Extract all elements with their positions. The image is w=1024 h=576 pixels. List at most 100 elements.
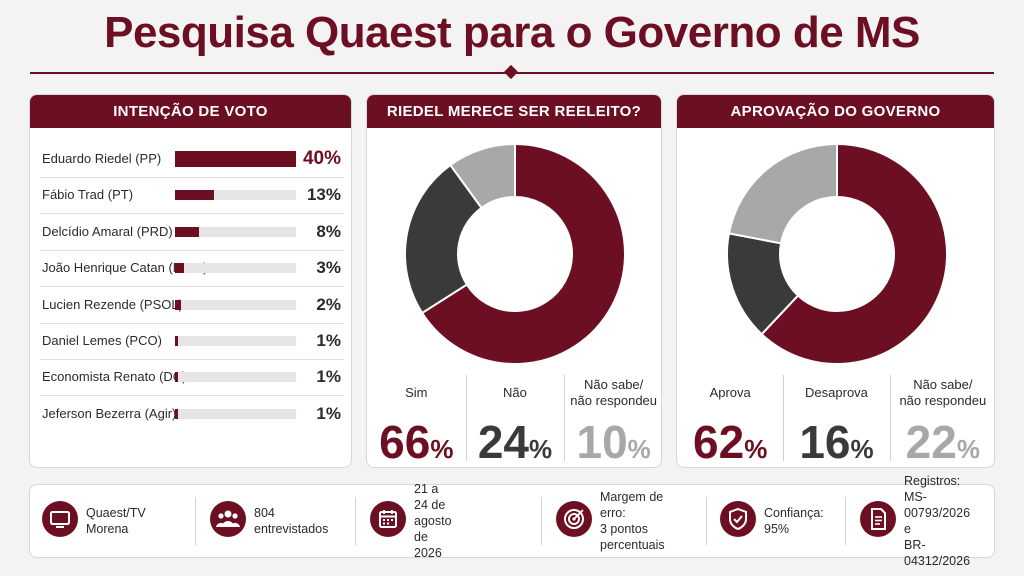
- stat-number: 24: [477, 416, 529, 468]
- stat-divider: [889, 375, 891, 461]
- stat-label: Não sabe/não respondeu: [899, 377, 987, 408]
- bar-fill: [175, 299, 182, 310]
- stat-value: 10%: [564, 416, 661, 468]
- donut-slice-primary: [420, 142, 626, 365]
- approval-stats: Aprova 62% Desaprova 16% Não sabe/não respon…: [677, 375, 994, 465]
- stat-label: Não: [503, 385, 527, 400]
- candidate-row: João Henrique Catan (Novo) 3%: [40, 250, 344, 288]
- candidate-name: Lucien Rezende (PSOL): [42, 296, 183, 312]
- stat-number: 10: [576, 416, 628, 468]
- footer-item-text: Quaest/TV Morena: [86, 506, 146, 536]
- approval-donut-chart: [726, 142, 948, 365]
- stat-number: 66: [379, 416, 431, 468]
- candidate-row: Jeferson Bezerra (Agir) 1%: [40, 396, 344, 432]
- stat-number: 22: [905, 416, 957, 468]
- candidate-name: Daniel Lemes (PCO): [42, 333, 162, 348]
- bar-track: [175, 372, 296, 383]
- candidate-percent: 13%: [306, 185, 341, 205]
- tv-icon: [42, 501, 78, 537]
- footer-item-text: Registros: MS-00793/2026 e BR-04312/2026: [904, 474, 971, 568]
- candidate-row: Economista Renato (DC) 1%: [40, 359, 344, 397]
- footer-divider: [845, 497, 846, 545]
- footer-item-text: 21 a 24 de agosto de 2026: [414, 482, 452, 560]
- stat-unit: %: [850, 434, 874, 464]
- bar-fill: [175, 151, 296, 167]
- approval-card: APROVAÇÃO DO GOVERNO Aprova 62% Desaprova 1…: [676, 94, 995, 468]
- reelection-donut-chart: [404, 142, 626, 365]
- stat-label: Aprova: [709, 385, 751, 400]
- page-title: Pesquisa Quaest para o Governo de MS: [104, 8, 920, 57]
- calendar-icon: [370, 501, 406, 537]
- bar-track: [175, 226, 296, 237]
- candidate-row: Lucien Rezende (PSOL) 2%: [40, 287, 344, 324]
- stat-value: 66%: [367, 416, 466, 468]
- stat-unit: %: [529, 434, 553, 464]
- candidate-percent: 2%: [316, 294, 341, 314]
- stat-item: Não sabe/não respondeu 22%: [890, 375, 994, 468]
- bar-fill: [175, 336, 179, 346]
- reelection-card: RIEDEL MERECE SER REELEITO? Sim 66% Não 24%…: [366, 94, 662, 468]
- stat-label: Não sabe/não respondeu: [570, 377, 658, 408]
- stat-item: Aprova 62%: [677, 375, 783, 465]
- candidate-name: Eduardo Riedel (PP): [42, 151, 162, 166]
- footer-item-text: Confiança: 95%: [764, 506, 824, 536]
- stat-divider: [564, 375, 566, 461]
- candidate-name: João Henrique Catan (Novo): [42, 260, 208, 276]
- stat-label: Sim: [405, 385, 428, 400]
- bar-track: [175, 299, 296, 310]
- candidate-percent: 1%: [316, 367, 341, 387]
- candidate-row: Eduardo Riedel (PP) 40%: [40, 141, 344, 178]
- bar-fill: [175, 372, 179, 383]
- donut-slice-tertiary: [727, 142, 838, 245]
- stat-number: 16: [799, 416, 851, 468]
- vote-intention-heading: INTENÇÃO DE VOTO: [30, 95, 351, 128]
- stat-item: Sim 66%: [367, 375, 466, 465]
- stat-item: Desaprova 16%: [783, 375, 889, 465]
- candidate-name: Delcídio Amaral (PRD): [42, 223, 173, 239]
- stat-unit: %: [956, 434, 980, 464]
- reelection-heading: RIEDEL MERECE SER REELEITO?: [367, 95, 661, 128]
- approval-heading: APROVAÇÃO DO GOVERNO: [677, 95, 994, 128]
- stat-value: 24%: [466, 416, 565, 468]
- footer-item-text: 804 entrevistados: [254, 506, 329, 536]
- candidate-name: Jeferson Bezerra (Agir): [42, 405, 177, 421]
- bar-track: [175, 190, 296, 201]
- candidate-name: Economista Renato (DC): [42, 369, 187, 385]
- candidate-percent: 40%: [302, 148, 341, 169]
- stat-item: Não sabe/não respondeu 10%: [564, 375, 661, 468]
- stat-unit: %: [430, 434, 454, 464]
- candidate-percent: 8%: [316, 221, 341, 241]
- stat-divider: [465, 375, 467, 461]
- stat-divider: [783, 375, 785, 461]
- target-icon: [556, 501, 592, 537]
- survey-info-footer: Quaest/TV Morena 804 entrevistados 21 a 24…: [29, 474, 995, 568]
- footer-divider: [195, 497, 196, 545]
- footer-item-text: Margem de erro: 3 pontos percentuais: [600, 490, 665, 552]
- donut-slice-primary: [760, 142, 948, 365]
- shield-check-icon: [720, 501, 756, 537]
- vote-intention-card: INTENÇÃO DE VOTO Eduardo Riedel (PP) 40% F…: [29, 94, 352, 468]
- stat-label: Desaprova: [805, 385, 868, 400]
- divider-ornament: [503, 64, 519, 80]
- bar-track: [175, 408, 296, 419]
- people-icon: [210, 501, 246, 537]
- footer-divider: [355, 497, 356, 545]
- candidate-percent: 1%: [316, 331, 341, 350]
- bar-track: [175, 336, 296, 346]
- stat-value: 16%: [783, 416, 889, 468]
- footer-divider: [541, 497, 542, 545]
- bar-fill: [175, 226, 200, 237]
- candidate-name: Fábio Trad (PT): [42, 187, 134, 203]
- candidate-row: Fábio Trad (PT) 13%: [40, 177, 344, 215]
- candidate-row: Daniel Lemes (PCO) 1%: [40, 323, 344, 360]
- bar-track: [175, 263, 296, 274]
- reelection-stats: Sim 66% Não 24% Não sabe/não respondeu 10%: [367, 375, 661, 465]
- stat-unit: %: [744, 434, 768, 464]
- stat-unit: %: [627, 434, 651, 464]
- bar-fill: [175, 263, 185, 274]
- bar-fill: [175, 190, 215, 201]
- donut-slice-tertiary: [448, 142, 516, 210]
- candidate-percent: 3%: [316, 258, 341, 278]
- candidate-row: Delcídio Amaral (PRD) 8%: [40, 214, 344, 251]
- document-icon: [860, 501, 896, 537]
